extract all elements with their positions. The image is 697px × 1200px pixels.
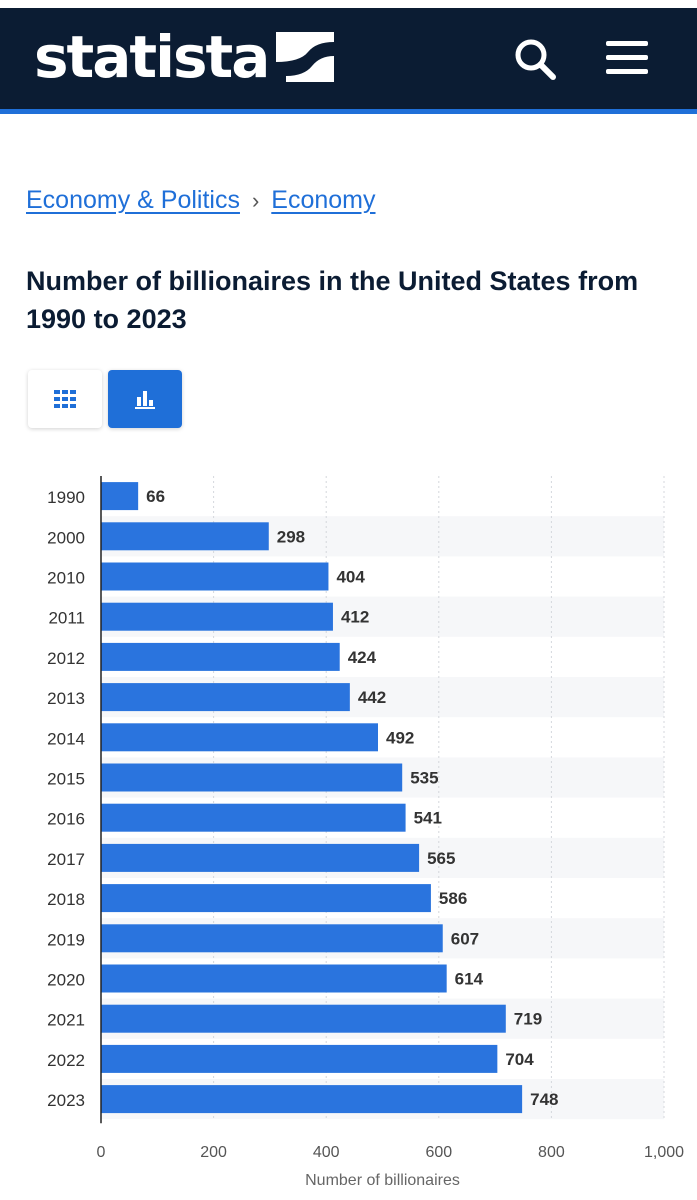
bar-2020[interactable] (101, 964, 447, 993)
data-label-1990: 66 (146, 487, 165, 506)
bar-2017[interactable] (101, 843, 420, 872)
data-label-2010: 404 (336, 568, 365, 587)
bar-2021[interactable] (101, 1004, 506, 1033)
chart-view-button[interactable] (108, 370, 182, 428)
bar-2014[interactable] (101, 723, 378, 752)
data-label-2012: 424 (348, 648, 377, 667)
bar-2022[interactable] (101, 1044, 498, 1073)
bar-2015[interactable] (101, 763, 403, 792)
data-label-2000: 298 (277, 527, 305, 546)
breadcrumb-link-economy-politics[interactable]: Economy & Politics (26, 186, 240, 214)
category-label-1990: 1990 (47, 488, 85, 507)
statista-mark-icon (276, 32, 335, 82)
category-label-2020: 2020 (47, 971, 85, 990)
table-view-button[interactable] (28, 370, 102, 428)
x-tick-label: 0 (97, 1144, 106, 1161)
x-axis-title: Number of billionaires (305, 1172, 460, 1189)
category-label-2023: 2023 (47, 1091, 85, 1110)
x-tick-label: 800 (538, 1144, 565, 1161)
category-label-2016: 2016 (47, 810, 85, 829)
data-label-2015: 535 (410, 769, 438, 788)
top-navigation-bar: statista (0, 8, 697, 114)
breadcrumb: Economy & Politics › Economy (26, 186, 376, 215)
data-label-2022: 704 (505, 1050, 534, 1069)
data-label-2016: 541 (414, 809, 442, 828)
data-label-2011: 412 (341, 608, 369, 627)
category-label-2022: 2022 (47, 1051, 85, 1070)
breadcrumb-separator: › (251, 187, 260, 213)
category-label-2010: 2010 (47, 569, 85, 588)
bar-2023[interactable] (101, 1085, 523, 1114)
bar-2013[interactable] (101, 683, 350, 712)
view-toggle (28, 370, 182, 428)
bar-2019[interactable] (101, 924, 443, 953)
x-tick-label: 400 (313, 1144, 340, 1161)
bar-2000[interactable] (101, 522, 269, 551)
bar-2011[interactable] (101, 602, 333, 631)
category-label-2012: 2012 (47, 649, 85, 668)
search-button[interactable] (512, 36, 558, 82)
category-label-2000: 2000 (47, 528, 85, 547)
statista-logo[interactable]: statista (34, 22, 335, 92)
x-tick-label: 200 (200, 1144, 227, 1161)
category-label-2015: 2015 (47, 770, 85, 789)
data-label-2017: 565 (427, 849, 455, 868)
data-label-2018: 586 (439, 889, 467, 908)
logo-text: statista (34, 23, 270, 91)
data-label-2014: 492 (386, 728, 414, 747)
data-label-2013: 442 (358, 688, 386, 707)
category-label-2013: 2013 (47, 689, 85, 708)
category-label-2019: 2019 (47, 930, 85, 949)
page-title: Number of billionaires in the United Sta… (26, 266, 639, 334)
bar-1990[interactable] (101, 482, 139, 511)
bar-2010[interactable] (101, 562, 329, 591)
category-label-2011: 2011 (48, 609, 85, 628)
bar-2016[interactable] (101, 803, 406, 832)
hamburger-menu-icon (606, 41, 648, 74)
bar-chart-icon (135, 391, 155, 409)
data-label-2019: 607 (451, 929, 479, 948)
bar-2018[interactable] (101, 884, 431, 913)
category-label-2017: 2017 (47, 850, 85, 869)
menu-button[interactable] (604, 40, 650, 76)
breadcrumb-link-economy[interactable]: Economy (271, 186, 376, 214)
data-label-2023: 748 (530, 1090, 558, 1109)
x-tick-label: 600 (425, 1144, 452, 1161)
search-icon (515, 39, 556, 80)
data-label-2021: 719 (514, 1010, 542, 1029)
bar-2012[interactable] (101, 642, 340, 671)
category-label-2014: 2014 (47, 729, 85, 748)
table-grid-icon (54, 390, 76, 408)
data-label-2020: 614 (455, 970, 484, 989)
category-label-2018: 2018 (47, 890, 85, 909)
x-tick-label: 1,000 (644, 1144, 684, 1161)
category-label-2021: 2021 (47, 1011, 85, 1030)
